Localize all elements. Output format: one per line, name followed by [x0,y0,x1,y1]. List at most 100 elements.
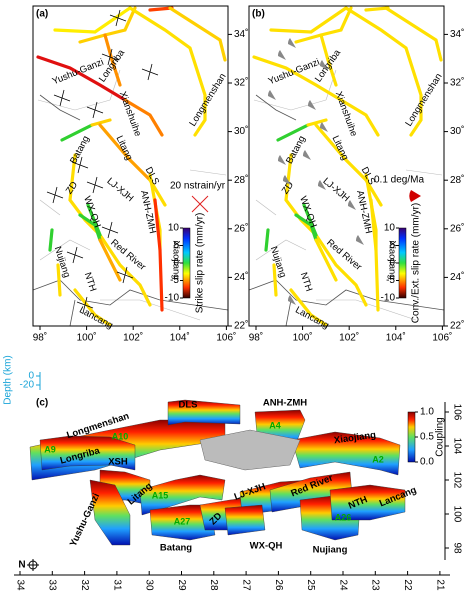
y-tick-label: 24˚ [234,271,248,283]
minor-fault [316,299,417,321]
minor-fault [39,239,91,261]
fault-label: LJ-XJH [105,176,136,205]
patch-label: A10 [112,431,129,441]
scale-wedge [409,190,421,202]
minor-fault [255,199,277,216]
fault-label: Lancang [293,305,330,332]
depth-label: Depth (km) [3,355,14,404]
strain-axis [82,296,88,314]
patch-label: A4 [269,420,281,430]
patch-label: A27 [174,516,191,526]
rotation-wedge [287,295,296,305]
minor-fault [255,239,307,261]
y-tick-label: 100 [451,506,462,523]
colorbar [398,227,407,299]
x-tick-label: 31 [111,579,122,591]
colorbar-tick-label: 0.0 [420,457,434,468]
fault-label: NTH [298,271,315,293]
x-tick-label: 106˚ [432,332,452,344]
fault [36,55,127,102]
fault-label: Xianshuihe [117,90,143,138]
fault [272,263,278,297]
fault-label: Lancang [77,305,114,332]
y-tick-label: 28˚ [450,174,464,186]
rotation-wedge [307,100,316,110]
fault [252,55,343,102]
fault [306,118,328,127]
y-tick-label: 22˚ [234,320,248,332]
panel-label: (b) [252,9,265,20]
fault-label: ZD [64,180,80,197]
x-tick-label: 25 [305,579,316,591]
strain-axis [107,221,113,239]
strain-axis [107,48,113,66]
depth-tick-label: 0 [28,371,34,382]
x-tick-label: 26 [273,579,284,591]
fault-label: LJ-XJH [321,176,352,205]
rotation-wedge [277,50,286,60]
fault [289,288,328,327]
rotation-wedge [319,122,328,132]
y-tick-label: 24˚ [450,271,464,283]
fault [269,6,348,34]
minor-fault [189,169,227,176]
minor-fault [39,199,61,216]
map-frame [32,5,229,327]
fault [128,6,207,137]
rotation-wedge [287,38,296,48]
x-tick-label: 21 [434,579,445,591]
colorbar-tick-label: 10 [384,223,396,234]
fault-label: Litang [114,134,135,162]
colorbar-tick-label: -5 [386,275,395,286]
rotation-wedge [347,200,356,210]
fault [98,238,122,282]
patch-label: A26 [335,512,352,522]
x-tick-label: 33 [47,579,58,591]
rotation-wedge [267,90,276,100]
y-tick-label: 102 [451,472,462,489]
scale-arrow [191,195,209,213]
x-tick-label: 34 [14,579,25,591]
minor-fault [100,299,201,321]
y-tick-label: 26˚ [234,222,248,234]
y-tick-label: 98 [451,542,462,554]
fault [314,123,368,182]
fault [56,263,62,297]
colorbar-tick-label: 0 [389,258,395,269]
fault-label: Litang [330,134,351,162]
fault [384,6,443,62]
fault [319,33,338,87]
y-tick-label: 28˚ [234,174,248,186]
strain-axis [147,63,153,81]
compass [27,559,39,571]
fault-label: ANH-ZMH [263,398,307,409]
scale-label: 0.1 deg/Ma [374,175,424,186]
y-tick-label: 104 [451,438,462,455]
colorbar-tick-label: 10 [168,223,180,234]
fault-label: Nujiang [313,545,348,556]
y-tick-label: 34˚ [450,28,464,40]
x-tick-label: 100˚ [293,332,313,344]
fault-label: Xianshuihe [333,90,359,138]
x-tick-label: 27 [240,579,251,591]
colorbar-tick-label: 0.5 [420,432,434,443]
rotation-wedge [317,180,326,190]
fault [73,288,112,327]
colorbar-title: Strike slip rate (mm/yr) [195,213,206,314]
ribbons [29,399,406,546]
x-tick-label: 104˚ [170,332,190,344]
fault-label: DLS [179,400,198,411]
fault-label: WX-QH [81,195,103,230]
fault-label: Batang [68,134,92,166]
panel-label: (a) [36,9,48,20]
x-tick-label: 32 [79,579,90,591]
colorbar [182,227,191,299]
panel-c: 34 33 32 31 30 29 28 27 26 25 24 23 22 21 106 104 102 100… [3,355,463,591]
strain-axis [59,89,65,107]
minor-fault [405,169,443,176]
fault-label: Nujiang [268,245,288,279]
colorbar-tick-label: 5 [173,240,179,251]
rotation-wedge [282,175,291,185]
